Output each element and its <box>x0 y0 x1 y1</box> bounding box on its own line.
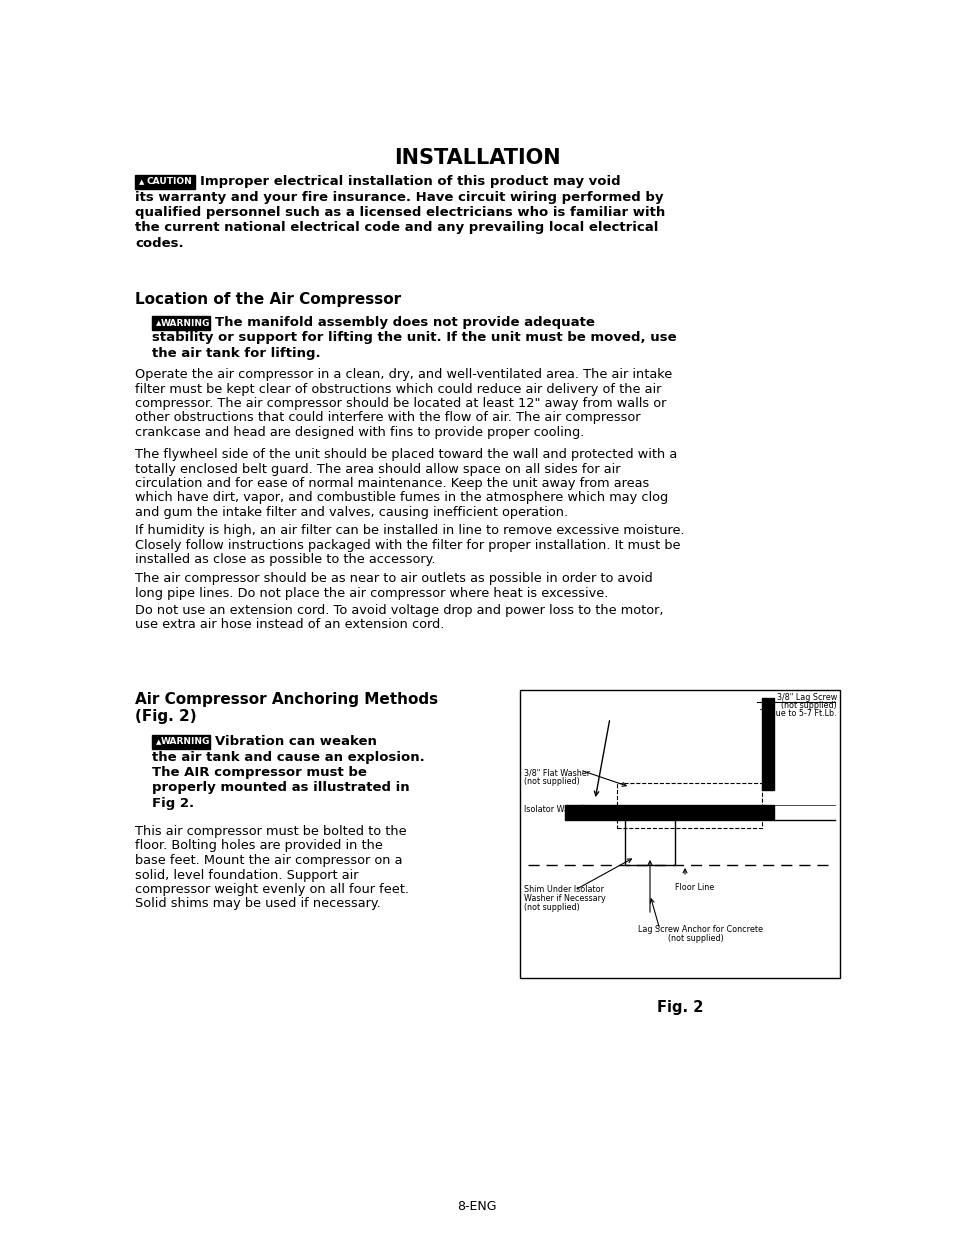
Text: WARNING: WARNING <box>160 737 210 746</box>
Text: base feet. Mount the air compressor on a: base feet. Mount the air compressor on a <box>135 853 402 867</box>
Text: The air compressor should be as near to air outlets as possible in order to avoi: The air compressor should be as near to … <box>135 572 652 585</box>
Text: which have dirt, vapor, and combustible fumes in the atmosphere which may clog: which have dirt, vapor, and combustible … <box>135 492 667 505</box>
Text: If humidity is high, an air filter can be installed in line to remove excessive : If humidity is high, an air filter can b… <box>135 524 684 537</box>
Text: and gum the intake filter and valves, causing inefficient operation.: and gum the intake filter and valves, ca… <box>135 506 568 519</box>
Text: compressor. The air compressor should be located at least 12" away from walls or: compressor. The air compressor should be… <box>135 396 666 410</box>
Bar <box>761 698 773 790</box>
Text: Improper electrical installation of this product may void: Improper electrical installation of this… <box>200 175 620 188</box>
Bar <box>152 316 210 330</box>
Bar <box>519 690 840 978</box>
Text: The AIR compressor must be: The AIR compressor must be <box>152 766 367 779</box>
Text: properly mounted as illustrated in: properly mounted as illustrated in <box>152 782 409 794</box>
Text: the air tank for lifting.: the air tank for lifting. <box>152 347 320 359</box>
Text: ▲: ▲ <box>156 320 161 326</box>
Text: Do not use an extension cord. To avoid voltage drop and power loss to the motor,: Do not use an extension cord. To avoid v… <box>135 604 662 618</box>
Text: totally enclosed belt guard. The area should allow space on all sides for air: totally enclosed belt guard. The area sh… <box>135 462 619 475</box>
Text: Fig. 2: Fig. 2 <box>656 1000 702 1015</box>
Text: (Fig. 2): (Fig. 2) <box>135 709 196 724</box>
Text: Torque to 5-7 Ft.Lb.: Torque to 5-7 Ft.Lb. <box>759 709 836 718</box>
Text: (not supplied): (not supplied) <box>523 903 579 911</box>
Text: ▲: ▲ <box>156 739 161 745</box>
Text: WARNING: WARNING <box>160 319 210 327</box>
Text: codes.: codes. <box>135 237 183 249</box>
Text: long pipe lines. Do not place the air compressor where heat is excessive.: long pipe lines. Do not place the air co… <box>135 587 608 599</box>
Text: The manifold assembly does not provide adequate: The manifold assembly does not provide a… <box>214 316 595 329</box>
Text: CAUTION: CAUTION <box>146 178 192 186</box>
Text: Vibration can weaken: Vibration can weaken <box>214 735 376 748</box>
Text: 8-ENG: 8-ENG <box>456 1200 497 1213</box>
Text: The flywheel side of the unit should be placed toward the wall and protected wit: The flywheel side of the unit should be … <box>135 448 677 461</box>
Text: other obstructions that could interfere with the flow of air. The air compressor: other obstructions that could interfere … <box>135 411 639 425</box>
Text: 3/8" Flat Washer: 3/8" Flat Washer <box>523 768 590 777</box>
Text: Fig 2.: Fig 2. <box>152 797 193 810</box>
Text: the current national electrical code and any prevailing local electrical: the current national electrical code and… <box>135 221 658 235</box>
Text: 3/8" Lag Screw: 3/8" Lag Screw <box>776 693 836 701</box>
Text: use extra air hose instead of an extension cord.: use extra air hose instead of an extensi… <box>135 619 444 631</box>
Text: (not supplied): (not supplied) <box>667 934 723 944</box>
Text: Solid shims may be used if necessary.: Solid shims may be used if necessary. <box>135 898 380 910</box>
Text: ▲: ▲ <box>139 179 145 185</box>
Bar <box>564 805 773 820</box>
Text: Operate the air compressor in a clean, dry, and well-ventilated area. The air in: Operate the air compressor in a clean, d… <box>135 368 672 382</box>
Text: its warranty and your fire insurance. Have circuit wiring performed by: its warranty and your fire insurance. Ha… <box>135 190 662 204</box>
Text: (not supplied): (not supplied) <box>523 777 579 785</box>
Text: filter must be kept clear of obstructions which could reduce air delivery of the: filter must be kept clear of obstruction… <box>135 383 660 395</box>
Text: Shim Under Isolator: Shim Under Isolator <box>523 885 603 894</box>
Text: compressor weight evenly on all four feet.: compressor weight evenly on all four fee… <box>135 883 409 897</box>
Text: the air tank and cause an explosion.: the air tank and cause an explosion. <box>152 751 424 763</box>
Text: Lag Screw Anchor for Concrete: Lag Screw Anchor for Concrete <box>638 925 762 934</box>
Text: solid, level foundation. Support air: solid, level foundation. Support air <box>135 868 358 882</box>
Text: Floor Line: Floor Line <box>675 883 714 892</box>
Text: Air Compressor Anchoring Methods: Air Compressor Anchoring Methods <box>135 692 437 706</box>
Text: This air compressor must be bolted to the: This air compressor must be bolted to th… <box>135 825 406 839</box>
Text: Washer if Necessary: Washer if Necessary <box>523 894 605 903</box>
Text: Location of the Air Compressor: Location of the Air Compressor <box>135 291 400 308</box>
Text: qualified personnel such as a licensed electricians who is familiar with: qualified personnel such as a licensed e… <box>135 206 664 219</box>
Bar <box>624 820 675 864</box>
Text: floor. Bolting holes are provided in the: floor. Bolting holes are provided in the <box>135 840 382 852</box>
Text: INSTALLATION: INSTALLATION <box>394 148 559 168</box>
Text: (not supplied): (not supplied) <box>781 701 836 710</box>
Text: Isolator Washer: Isolator Washer <box>523 805 586 814</box>
Bar <box>152 735 210 748</box>
Bar <box>617 783 761 827</box>
Text: circulation and for ease of normal maintenance. Keep the unit away from areas: circulation and for ease of normal maint… <box>135 477 649 490</box>
Text: stability or support for lifting the unit. If the unit must be moved, use: stability or support for lifting the uni… <box>152 331 676 345</box>
Text: crankcase and head are designed with fins to provide proper cooling.: crankcase and head are designed with fin… <box>135 426 584 438</box>
Text: Closely follow instructions packaged with the filter for proper installation. It: Closely follow instructions packaged wit… <box>135 538 679 552</box>
Text: installed as close as possible to the accessory.: installed as close as possible to the ac… <box>135 553 435 566</box>
Bar <box>135 175 194 189</box>
